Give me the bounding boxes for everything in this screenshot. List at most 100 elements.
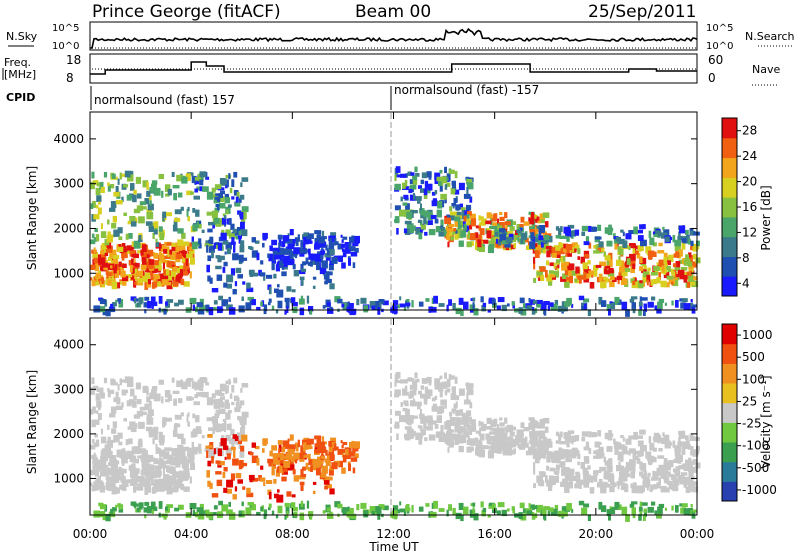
- power-cell: [405, 302, 411, 307]
- velocity-cell: [629, 503, 635, 508]
- power-cell: [615, 236, 622, 242]
- velocity-cell: [409, 384, 414, 390]
- velocity-cell: [574, 483, 581, 489]
- power-cell: [686, 271, 691, 280]
- power-cell: [689, 230, 696, 236]
- power-cell: [689, 270, 692, 276]
- power-cell: [96, 195, 102, 202]
- power-cell: [664, 263, 668, 272]
- velocity-cell: [478, 429, 481, 437]
- velocity-cell: [467, 436, 470, 444]
- power-cell: [113, 191, 120, 197]
- power-cell: [226, 179, 229, 188]
- velocity-cell: [99, 504, 106, 510]
- velocity-cell: [174, 414, 182, 420]
- velocity-cell: [413, 398, 415, 406]
- power-cell: [277, 284, 280, 288]
- velocity-cell: [131, 450, 135, 455]
- x-tick-label: 08:00: [275, 527, 310, 541]
- velocity-cell: [153, 479, 160, 483]
- power-cell: [546, 260, 550, 266]
- power-cell: [577, 256, 580, 260]
- power-cell: [657, 250, 665, 254]
- nave-tick-top: 60: [708, 53, 723, 67]
- power-cell: [606, 260, 610, 265]
- power-cell: [672, 278, 679, 287]
- power-cell: [174, 217, 181, 222]
- colorbar-swatch: [722, 461, 737, 482]
- velocity-cell: [574, 450, 580, 455]
- power-cell: [418, 232, 423, 240]
- power-cell: [523, 237, 529, 243]
- power-cell: [125, 233, 129, 240]
- velocity-cell: [318, 467, 321, 475]
- velocity-cell: [272, 453, 280, 458]
- velocity-cell: [300, 500, 304, 508]
- velocity-cell: [155, 447, 160, 453]
- velocity-cell: [201, 435, 205, 439]
- velocity-cell: [162, 419, 165, 427]
- power-cell: [542, 249, 546, 254]
- velocity-cell: [134, 502, 137, 509]
- power-cell: [371, 305, 375, 310]
- velocity-cell: [208, 427, 215, 431]
- power-cell: [152, 268, 157, 274]
- velocity-cell: [654, 435, 662, 442]
- velocity-cell: [553, 450, 561, 457]
- velocity-cell: [609, 481, 615, 486]
- power-cell: [136, 270, 144, 277]
- power-cell: [321, 260, 328, 269]
- velocity-cell: [562, 511, 568, 517]
- power-cell: [688, 303, 694, 307]
- power-cell: [350, 246, 356, 252]
- power-cell: [466, 218, 471, 226]
- velocity-cell: [262, 448, 265, 453]
- power-cell: [303, 242, 306, 247]
- velocity-cell: [332, 442, 335, 448]
- power-cell: [584, 254, 590, 258]
- velocity-cell: [318, 441, 325, 449]
- velocity-cell: [435, 431, 443, 438]
- velocity-cell: [472, 502, 476, 507]
- power-cell: [528, 298, 531, 303]
- power-cell: [369, 301, 376, 309]
- velocity-cell: [190, 397, 194, 401]
- power-cell: [208, 307, 213, 315]
- freq-trace: [90, 61, 697, 75]
- velocity-cell: [242, 462, 248, 467]
- velocity-cell: [328, 469, 334, 476]
- velocity-cell: [691, 475, 695, 480]
- velocity-cell: [283, 461, 291, 468]
- velocity-cell: [103, 453, 108, 461]
- power-cell: [557, 305, 565, 312]
- velocity-cell: [604, 460, 611, 466]
- velocity-cell: [463, 399, 471, 405]
- power-cell: [479, 228, 485, 236]
- velocity-cell: [563, 449, 569, 454]
- power-cell: [647, 301, 654, 308]
- velocity-cell: [667, 473, 671, 478]
- power-cell: [414, 166, 418, 173]
- velocity-cell: [160, 453, 164, 458]
- power-cell: [544, 234, 550, 241]
- velocity-cell: [142, 385, 149, 393]
- power-cell: [310, 260, 313, 267]
- power-cell: [480, 216, 484, 220]
- velocity-cell: [454, 439, 459, 445]
- velocity-cell: [326, 507, 331, 512]
- power-cell: [420, 188, 425, 193]
- velocity-cell: [134, 468, 140, 473]
- velocity-cell: [690, 446, 694, 452]
- velocity-cell: [529, 431, 535, 435]
- velocity-cell: [181, 449, 186, 456]
- velocity-cell: [104, 458, 109, 462]
- power-cell: [246, 282, 251, 289]
- power-cell: [555, 250, 562, 255]
- velocity-cell: [437, 406, 443, 415]
- velocity-cell: [497, 502, 505, 508]
- velocity-cell: [144, 501, 150, 506]
- power-cell: [411, 210, 418, 214]
- velocity-cell: [109, 413, 116, 418]
- power-cell: [560, 276, 567, 282]
- velocity-cell: [487, 514, 491, 518]
